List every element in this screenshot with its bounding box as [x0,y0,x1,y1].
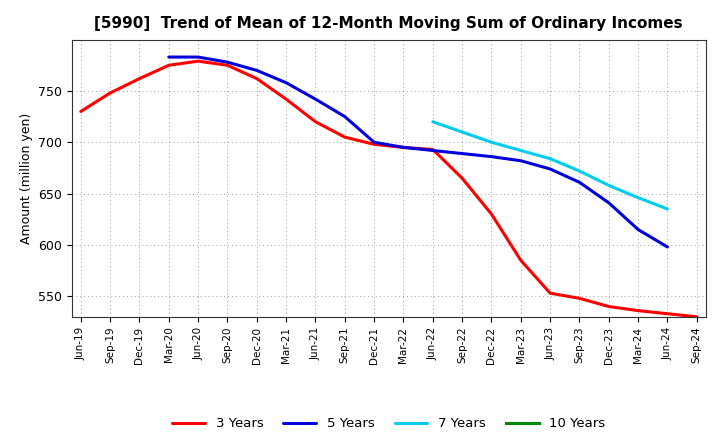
5 Years [546,166,554,172]
Line: 5 Years: 5 Years [168,57,667,247]
5 Years [194,55,202,60]
5 Years [458,151,467,156]
7 Years [605,183,613,188]
Y-axis label: Amount (million yen): Amount (million yen) [19,113,32,244]
7 Years [516,148,525,153]
3 Years [575,296,584,301]
3 Years [135,76,144,81]
7 Years [663,206,672,212]
3 Years [311,119,320,125]
3 Years [487,212,496,217]
7 Years [487,139,496,145]
5 Years [663,244,672,249]
3 Years [693,314,701,319]
3 Years [458,176,467,181]
3 Years [282,96,290,102]
7 Years [428,119,437,125]
3 Years [253,76,261,81]
3 Years [370,142,379,147]
7 Years [575,169,584,174]
5 Years [605,200,613,205]
3 Years [76,109,85,114]
3 Years [663,311,672,316]
5 Years [253,68,261,73]
3 Years [605,304,613,309]
7 Years [634,195,642,200]
Title: [5990]  Trend of Mean of 12-Month Moving Sum of Ordinary Incomes: [5990] Trend of Mean of 12-Month Moving … [94,16,683,32]
3 Years [341,135,349,140]
5 Years [370,139,379,145]
3 Years [546,290,554,296]
3 Years [194,59,202,64]
5 Years [282,80,290,85]
5 Years [341,114,349,119]
5 Years [223,59,232,65]
5 Years [164,55,173,60]
3 Years [223,62,232,68]
5 Years [575,180,584,185]
3 Years [106,90,114,95]
3 Years [164,62,173,68]
5 Years [516,158,525,163]
5 Years [311,96,320,102]
3 Years [516,258,525,263]
5 Years [634,227,642,232]
7 Years [458,129,467,135]
5 Years [487,154,496,159]
Line: 7 Years: 7 Years [433,122,667,209]
3 Years [634,308,642,313]
5 Years [428,148,437,153]
Legend: 3 Years, 5 Years, 7 Years, 10 Years: 3 Years, 5 Years, 7 Years, 10 Years [167,412,611,436]
3 Years [428,147,437,152]
5 Years [399,145,408,150]
Line: 3 Years: 3 Years [81,61,697,317]
3 Years [399,145,408,150]
7 Years [546,156,554,161]
